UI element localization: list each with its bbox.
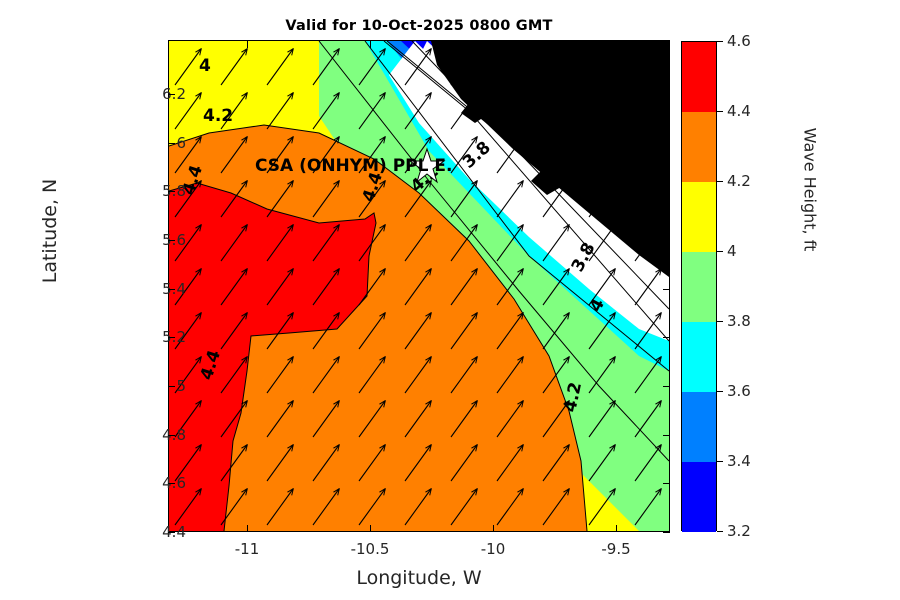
colorbar-tick-mark <box>717 111 723 112</box>
y-tick-mark-right <box>663 483 670 484</box>
colorbar-tick-label: 3.8 <box>727 312 751 330</box>
y-tick-mark <box>168 191 175 192</box>
x-tick-mark <box>247 525 248 532</box>
colorbar-band-3.8-4.0 <box>682 252 716 322</box>
colorbar-band-3.4-3.6 <box>682 392 716 462</box>
band-3.8-4.0-b <box>319 41 669 461</box>
y-tick-mark <box>168 94 175 95</box>
colorbar-tick-label: 3.6 <box>727 382 751 400</box>
x-tick-mark-top <box>370 41 371 48</box>
y-tick-mark <box>168 386 175 387</box>
y-tick-mark-right <box>663 337 670 338</box>
colorbar-tick-label: 4.6 <box>727 32 751 50</box>
y-tick-mark-right <box>663 532 670 533</box>
y-tick-mark <box>168 435 175 436</box>
y-tick-mark-right <box>663 240 670 241</box>
y-axis-label: Latitude, N <box>39 178 61 284</box>
colorbar-tick-label: 3.2 <box>727 522 751 540</box>
contour-label: 4 <box>199 56 211 76</box>
x-tick-mark-top <box>616 41 617 48</box>
colorbar-band-4.0-4.2 <box>682 182 716 252</box>
y-tick-mark <box>168 143 175 144</box>
y-tick-mark-right <box>663 143 670 144</box>
y-tick-mark-right <box>663 386 670 387</box>
colorbar-tick-mark <box>717 321 723 322</box>
colorbar-tick-mark <box>717 41 723 42</box>
colorbar-tick-label: 4.4 <box>727 102 751 120</box>
colorbar <box>681 41 717 532</box>
colorbar-band-4.2-4.4 <box>682 112 716 182</box>
colorbar-tick-mark <box>717 531 723 532</box>
colorbar-tick-mark <box>717 181 723 182</box>
y-tick-mark <box>168 289 175 290</box>
x-axis-label: Longitude, W <box>356 567 482 589</box>
x-tick-label: -11 <box>234 540 260 558</box>
y-tick-mark <box>168 532 175 533</box>
x-tick-mark-top <box>247 41 248 48</box>
station-label: CSA (ONHYM) PPL E. <box>255 156 452 176</box>
contour-map: 4 4.2 4.4 4.4 4.4 4.2 3.8 3.8 4 4.2 CSA … <box>169 41 669 531</box>
colorbar-tick-label: 4.2 <box>727 172 751 190</box>
x-tick-label: -10 <box>480 540 506 558</box>
x-tick-mark <box>370 525 371 532</box>
x-tick-label: -9.5 <box>601 540 631 558</box>
map-plot-area: 4 4.2 4.4 4.4 4.4 4.2 3.8 3.8 4 4.2 CSA … <box>168 40 670 532</box>
colorbar-tick-label: 4 <box>727 242 737 260</box>
colorbar-band-3.2-3.4 <box>682 462 716 532</box>
y-tick-mark-right <box>663 191 670 192</box>
wave-direction-arrows <box>174 49 661 526</box>
y-tick-mark <box>168 240 175 241</box>
band-4.4-4.6 <box>169 183 376 531</box>
y-tick-mark <box>168 337 175 338</box>
colorbar-tick-mark <box>717 461 723 462</box>
colorbar-title: Wave Height, ft <box>800 127 820 252</box>
colorbar-band-4.4-4.6 <box>682 42 716 112</box>
y-tick-mark <box>168 483 175 484</box>
y-tick-label: 5 <box>176 377 186 395</box>
x-tick-mark-top <box>493 41 494 48</box>
x-tick-mark <box>616 525 617 532</box>
contour-label: 4.2 <box>203 106 233 126</box>
contour-lines <box>169 41 669 531</box>
y-tick-mark-right <box>663 289 670 290</box>
figure-title: Valid for 10-Oct-2025 0800 GMT <box>285 18 553 34</box>
colorbar-tick-label: 3.4 <box>727 452 751 470</box>
land-mass <box>431 41 669 277</box>
station-star-icon <box>408 147 446 184</box>
x-tick-mark <box>493 525 494 532</box>
colorbar-tick-mark <box>717 391 723 392</box>
y-tick-mark-right <box>663 435 670 436</box>
y-tick-mark-right <box>663 94 670 95</box>
colorbar-band-3.6-3.8 <box>682 322 716 392</box>
colorbar-tick-mark <box>717 251 723 252</box>
y-tick-label: 6 <box>176 134 186 152</box>
x-tick-label: -10.5 <box>350 540 390 558</box>
